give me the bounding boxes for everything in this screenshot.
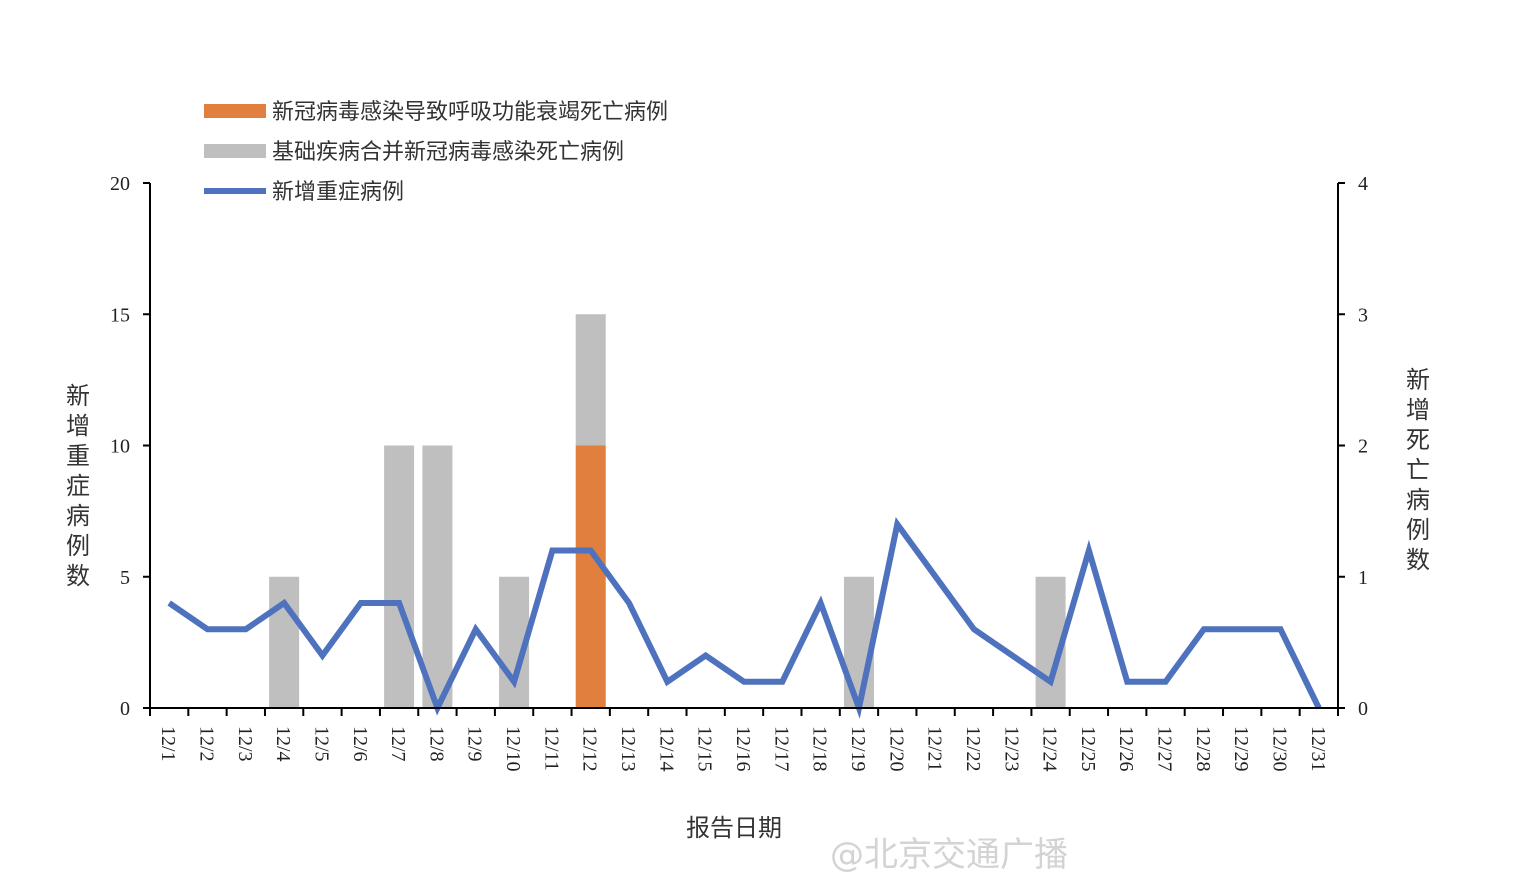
x-tick-label: 12/13	[617, 726, 639, 772]
x-tick-label: 12/18	[809, 726, 831, 772]
legend-swatch	[204, 144, 266, 158]
svg-text:新: 新	[1406, 366, 1430, 394]
x-tick-label: 12/4	[272, 726, 294, 762]
x-tick-label: 12/2	[195, 726, 217, 762]
x-tick-label: 12/19	[847, 726, 869, 772]
x-tick-label: 12/24	[1039, 726, 1061, 772]
x-tick-label: 12/3	[234, 726, 256, 762]
x-tick-label: 12/23	[1000, 726, 1022, 772]
x-tick-label: 12/25	[1077, 726, 1099, 772]
axes-group: 0 5 10 15 20 0 1 2 3 4 12/1 12/2 12/3 12/4 12/5 12/6 12/…	[110, 173, 1368, 772]
svg-text:增: 增	[66, 412, 90, 440]
x-tick-label: 12/8	[425, 726, 447, 762]
x-tick-label: 12/16	[732, 726, 754, 772]
svg-text:增: 增	[1406, 396, 1430, 424]
legend-swatch	[204, 104, 266, 118]
line-severe-cases	[167, 517, 1322, 719]
left-tick-label: 5	[120, 567, 130, 589]
bar-comorbidity-12/12	[575, 314, 606, 446]
legend-label: 新增重症病例	[272, 180, 404, 205]
bar-comorbidity-12/8	[422, 445, 453, 708]
x-axis-label: 报告日期	[686, 814, 782, 842]
svg-text:重: 重	[66, 442, 90, 470]
x-tick-label: 12/28	[1192, 726, 1214, 772]
svg-text:例: 例	[1406, 516, 1430, 544]
svg-text:死: 死	[1406, 426, 1430, 454]
x-tick-label: 12/7	[387, 726, 409, 762]
svg-text:新: 新	[66, 382, 90, 410]
right-tick-label: 0	[1358, 698, 1368, 720]
x-tick-label: 12/5	[310, 726, 332, 762]
bars-group	[269, 314, 1066, 708]
left-tick-label: 0	[120, 698, 130, 720]
svg-text:亡: 亡	[1406, 456, 1430, 484]
right-tick-label: 4	[1358, 173, 1368, 195]
x-tick-label: 12/12	[579, 726, 601, 772]
right-tick-label: 3	[1358, 304, 1368, 326]
x-tick-label: 12/10	[502, 726, 524, 772]
watermark: @北京交通广播	[830, 835, 1068, 875]
left-tick-label: 10	[110, 436, 130, 458]
left-tick-label: 20	[110, 173, 130, 195]
x-tick-label: 12/9	[464, 726, 486, 762]
x-tick-label: 12/21	[924, 726, 946, 772]
right-tick-label: 2	[1358, 436, 1368, 458]
svg-text:数: 数	[1406, 546, 1430, 574]
line-group	[167, 517, 1322, 719]
svg-text:症: 症	[66, 472, 90, 500]
x-tick-label: 12/17	[770, 726, 792, 772]
bar-comorbidity-12/7	[384, 445, 415, 708]
x-tick-label: 12/20	[885, 726, 907, 772]
right-tick-label: 1	[1358, 567, 1368, 589]
x-tick-label: 12/22	[962, 726, 984, 772]
x-tick-label: 12/27	[1154, 726, 1176, 772]
svg-text:数: 数	[66, 562, 90, 590]
x-tick-label: 12/30	[1269, 726, 1291, 772]
svg-text:病: 病	[66, 502, 90, 530]
legend-label: 基础疾病合并新冠病毒感染死亡病例	[272, 140, 624, 165]
bar-comorbidity-12/19	[843, 576, 874, 708]
x-tick-label: 12/31	[1307, 726, 1329, 772]
left-tick-label: 15	[110, 304, 130, 326]
x-tick-label: 12/29	[1230, 726, 1252, 772]
x-tick-label: 12/6	[349, 726, 371, 762]
legend-label: 新冠病毒感染导致呼吸功能衰竭死亡病例	[272, 100, 668, 125]
x-tick-label: 12/11	[540, 726, 562, 771]
x-tick-label: 12/14	[655, 726, 677, 772]
svg-text:病: 病	[1406, 486, 1430, 514]
svg-text:例: 例	[66, 532, 90, 560]
x-tick-label: 12/15	[694, 726, 716, 772]
x-tick-label: 12/26	[1115, 726, 1137, 772]
bar-respiratory-12/12	[575, 445, 606, 708]
bar-comorbidity-12/4	[269, 576, 300, 708]
x-tick-label: 12/1	[157, 726, 179, 762]
